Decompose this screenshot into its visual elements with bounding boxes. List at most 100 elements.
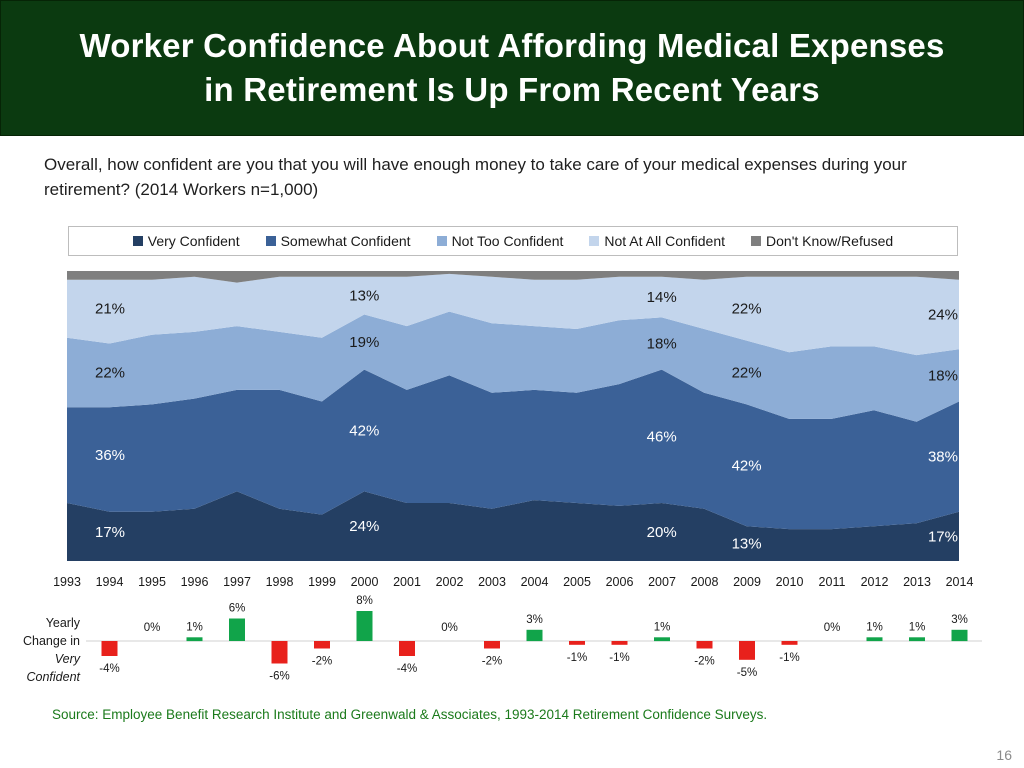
change-label: 0% xyxy=(144,622,161,634)
change-bar xyxy=(229,618,245,641)
x-tick-label: 2010 xyxy=(776,575,804,589)
area-data-label: 38% xyxy=(928,449,958,466)
x-tick-label: 2012 xyxy=(861,575,889,589)
x-tick-label: 1998 xyxy=(266,575,294,589)
legend-label-not-too-confident: Not Too Confident xyxy=(451,233,564,249)
legend-swatch-very-confident xyxy=(132,236,143,246)
legend-swatch-don-t-know-refused xyxy=(751,236,762,246)
legend-item-very-confident: Very Confident xyxy=(132,233,240,249)
change-label: 1% xyxy=(186,621,203,633)
change-label: 1% xyxy=(654,621,671,633)
legend-label-not-at-all-confident: Not At All Confident xyxy=(604,233,726,249)
x-tick-label: 2007 xyxy=(648,575,676,589)
change-bar xyxy=(611,641,628,645)
change-bar xyxy=(909,637,925,642)
change-label: 6% xyxy=(229,603,246,615)
area-very-confident xyxy=(67,491,959,561)
x-tick-label: 1994 xyxy=(96,575,124,589)
area-data-label: 42% xyxy=(349,423,379,440)
change-bar xyxy=(739,641,755,660)
x-tick-label: 2000 xyxy=(351,575,379,589)
change-label: -2% xyxy=(694,656,714,668)
change-label: -4% xyxy=(99,663,119,675)
change-label: -1% xyxy=(567,652,587,664)
change-bar xyxy=(654,637,670,642)
change-bar xyxy=(101,641,118,656)
source-note: Source: Employee Benefit Research Instit… xyxy=(52,707,768,722)
change-bar xyxy=(696,641,713,649)
x-tick-label: 2006 xyxy=(606,575,634,589)
x-tick-label: 1996 xyxy=(181,575,209,589)
legend-swatch-not-too-confident xyxy=(436,236,447,246)
change-bar xyxy=(356,611,373,641)
area-data-label: 46% xyxy=(647,428,677,445)
area-somewhat-confident xyxy=(67,369,959,530)
change-bar xyxy=(271,641,288,664)
area-data-label: 17% xyxy=(928,528,958,545)
area-data-label: 13% xyxy=(732,536,762,553)
title-band: Worker Confidence About Affording Medica… xyxy=(0,0,1024,136)
x-tick-label: 2005 xyxy=(563,575,591,589)
bar-ylabel-line: Change in xyxy=(23,634,80,648)
change-bar xyxy=(526,629,543,642)
legend-label-very-confident: Very Confident xyxy=(147,233,240,249)
change-label: 1% xyxy=(866,621,883,633)
bar-ylabel-line: Very xyxy=(55,652,81,666)
change-label: -5% xyxy=(737,667,757,679)
title-line-1: Worker Confidence About Affording Medica… xyxy=(79,27,945,64)
x-tick-label: 1997 xyxy=(223,575,251,589)
change-bar xyxy=(186,637,203,642)
change-bar xyxy=(399,641,415,656)
area-data-label: 13% xyxy=(349,288,379,305)
area-data-label: 22% xyxy=(732,301,762,318)
change-bar xyxy=(569,641,585,645)
area-data-label: 17% xyxy=(95,524,125,541)
change-label: -4% xyxy=(397,663,417,675)
area-data-label: 24% xyxy=(349,518,379,535)
confidence-chart: 17% 36% 22% 21% 24% 42% 19% 13% 20% 46% 18% 14% 13% 4… xyxy=(23,271,982,684)
change-bar xyxy=(484,641,500,649)
legend-label-don-t-know-refused: Don't Know/Refused xyxy=(766,233,894,249)
x-tick-label: 2014 xyxy=(946,575,974,589)
change-label: 1% xyxy=(909,621,926,633)
change-label: -1% xyxy=(609,652,629,664)
legend-label-somewhat-confident: Somewhat Confident xyxy=(280,233,411,249)
change-label: 3% xyxy=(951,614,968,626)
legend-item-not-at-all-confident: Not At All Confident xyxy=(589,233,725,249)
change-bar xyxy=(951,629,968,642)
change-label: -2% xyxy=(312,656,332,668)
area-data-label: 22% xyxy=(95,365,125,382)
change-bar xyxy=(781,641,798,645)
x-tick-label: 2009 xyxy=(733,575,761,589)
x-tick-label: 1999 xyxy=(308,575,336,589)
x-tick-label: 2003 xyxy=(478,575,506,589)
change-label: 0% xyxy=(441,622,458,634)
change-label: -6% xyxy=(269,671,289,683)
legend-item-not-too-confident: Not Too Confident xyxy=(436,233,564,249)
chart-legend: Very Confident Somewhat Confident Not Too … xyxy=(68,226,958,256)
change-label: 3% xyxy=(526,614,543,626)
change-bar xyxy=(314,641,330,649)
change-label: -2% xyxy=(482,656,502,668)
area-data-label: 18% xyxy=(647,336,677,353)
x-tick-label: 2002 xyxy=(436,575,464,589)
area-don-t-know-refused xyxy=(67,271,959,283)
bar-ylabel-line: Yearly xyxy=(46,616,81,630)
area-data-label: 18% xyxy=(928,367,958,384)
x-tick-label: 1993 xyxy=(53,575,81,589)
legend-swatch-somewhat-confident xyxy=(265,236,276,246)
x-tick-label: 2001 xyxy=(393,575,421,589)
area-not-at-all-confident xyxy=(67,273,959,356)
x-tick-label: 2008 xyxy=(691,575,719,589)
area-data-label: 20% xyxy=(647,524,677,541)
area-data-label: 42% xyxy=(732,457,762,474)
change-label: 8% xyxy=(356,595,373,607)
legend-item-don-t-know-refused: Don't Know/Refused xyxy=(751,233,893,249)
change-label: -1% xyxy=(779,652,799,664)
area-not-too-confident xyxy=(67,311,959,422)
title-line-2: in Retirement Is Up From Recent Years xyxy=(204,71,820,108)
bar-ylabel-line: Confident xyxy=(26,670,80,684)
area-data-label: 24% xyxy=(928,307,958,324)
legend-swatch-not-at-all-confident xyxy=(589,236,600,246)
x-tick-label: 2013 xyxy=(903,575,931,589)
